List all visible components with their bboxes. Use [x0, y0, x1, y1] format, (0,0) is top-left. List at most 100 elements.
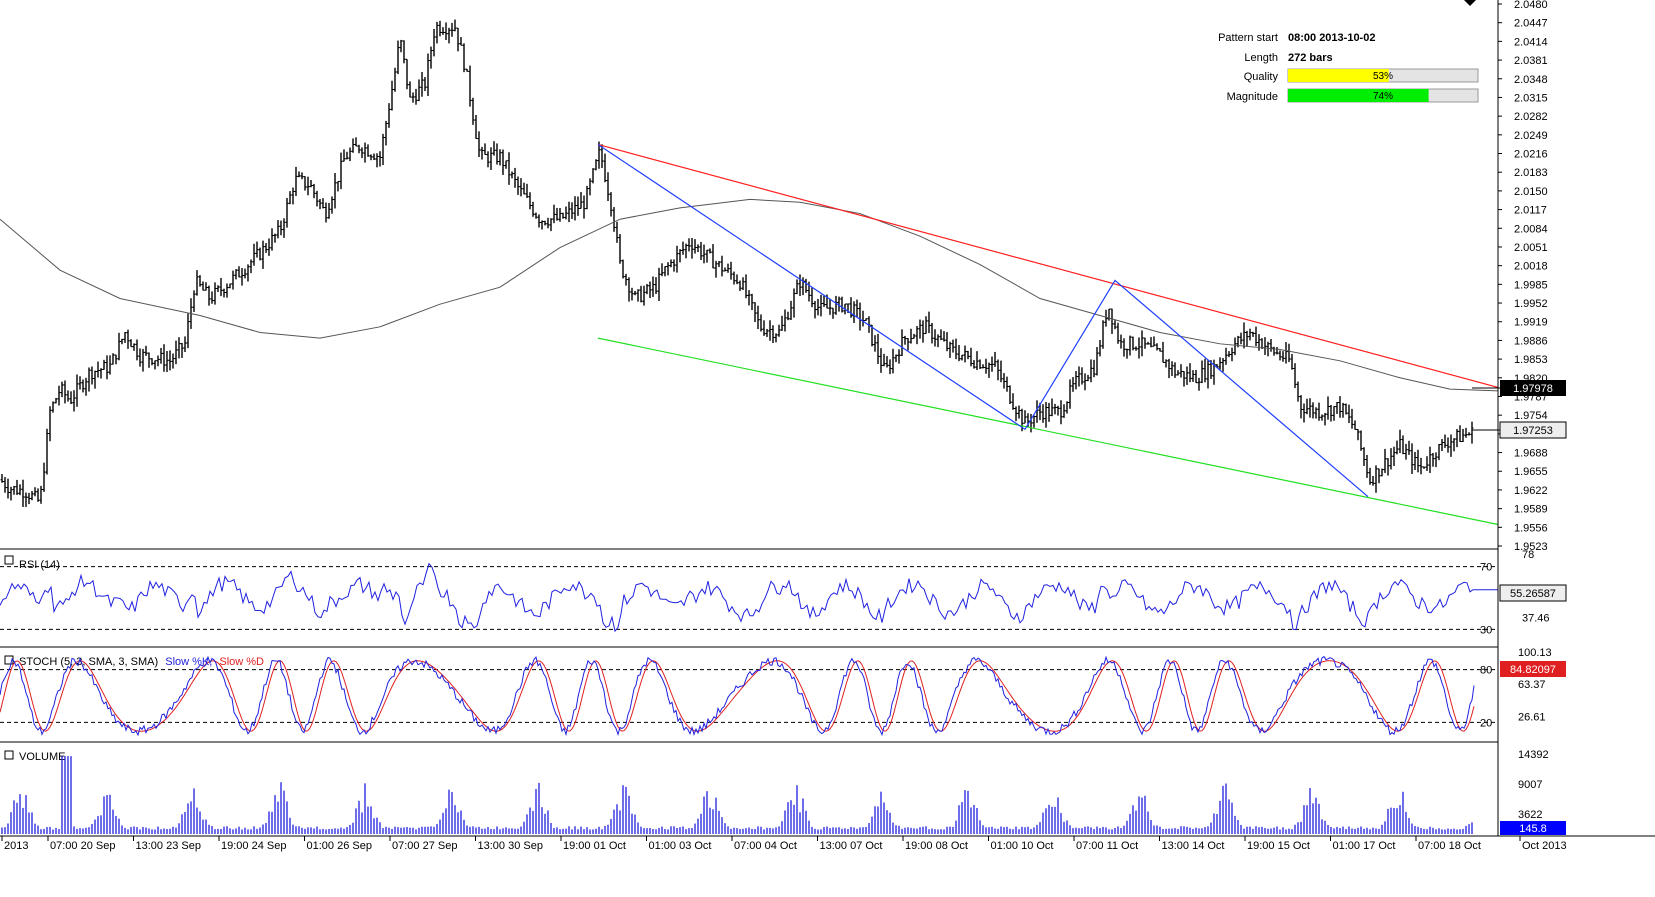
- stoch-d-legend: Slow %D: [219, 656, 264, 668]
- price-panel[interactable]: [0, 19, 1499, 526]
- price-bar: [1314, 407, 1318, 419]
- price-bar: [1038, 402, 1042, 421]
- price-bar: [1431, 452, 1435, 467]
- time-tick-label: 13:00 07 Oct: [820, 840, 883, 852]
- price-bar: [75, 374, 79, 407]
- price-bar: [294, 166, 298, 197]
- price-bar: [816, 298, 820, 316]
- price-bar: [591, 168, 595, 184]
- price-bar: [6, 478, 10, 499]
- price-bar: [1200, 360, 1204, 384]
- scroll-down-icon[interactable]: [1464, 0, 1476, 6]
- price-bar: [693, 239, 697, 254]
- price-bar: [783, 309, 787, 332]
- rsi-panel[interactable]: RSI (14): [0, 548, 1498, 633]
- price-bar: [132, 343, 136, 351]
- price-bar: [129, 339, 133, 348]
- price-bar: [951, 339, 955, 353]
- price-bar: [387, 103, 391, 128]
- price-bar: [675, 245, 679, 273]
- price-bar: [219, 277, 223, 297]
- price-bar: [336, 180, 340, 192]
- price-bar: [1368, 467, 1372, 485]
- volume-panel[interactable]: VOLUME: [0, 741, 1498, 834]
- price-bar: [837, 296, 841, 312]
- price-bar: [228, 283, 232, 289]
- volume-close-icon[interactable]: [4, 750, 14, 760]
- quality-label: Quality: [1244, 71, 1279, 83]
- price-bar: [264, 243, 268, 253]
- price-bar: [1269, 338, 1273, 352]
- volume-title: VOLUME: [19, 751, 65, 763]
- price-bar: [1419, 457, 1423, 475]
- price-bar: [303, 176, 307, 191]
- price-bar: [1077, 366, 1081, 387]
- price-bar: [543, 220, 547, 226]
- price-bar: [906, 337, 910, 351]
- rsi-value-badge: 55.26587: [1499, 584, 1567, 602]
- price-bar: [1224, 347, 1228, 365]
- price-bar: [705, 249, 709, 263]
- price-bar: [495, 143, 499, 165]
- price-bar: [255, 241, 259, 258]
- price-bar: [792, 288, 796, 318]
- time-tick-label: 19:00 15 Oct: [1247, 840, 1310, 852]
- price-bar: [51, 401, 55, 413]
- price-bar: [510, 171, 514, 179]
- price-bar: [567, 201, 571, 223]
- price-bar: [60, 381, 64, 398]
- price-tick-label: 1.9985: [1514, 279, 1548, 291]
- time-tick-label: 01:00 10 Oct: [991, 840, 1054, 852]
- price-tick-label: 2.0051: [1514, 242, 1548, 254]
- price-bar: [546, 217, 550, 229]
- price-bar: [966, 350, 970, 360]
- price-bar: [744, 274, 748, 299]
- price-bar: [1332, 406, 1336, 421]
- price-bar: [276, 220, 280, 239]
- price-tick-label: 2.0183: [1514, 167, 1548, 179]
- price-bar: [1305, 398, 1309, 415]
- price-tick-label: 2.0348: [1514, 74, 1548, 86]
- current-price-badge: 1.97253: [1472, 421, 1567, 439]
- price-bar: [87, 367, 91, 392]
- price-bar: [648, 281, 652, 299]
- price-bar: [24, 492, 28, 507]
- magnitude-value: 74%: [1373, 91, 1393, 102]
- price-bar: [201, 281, 205, 291]
- price-bar: [465, 68, 469, 72]
- price-bar: [699, 241, 703, 261]
- stoch-panel[interactable]: STOCH (5, 3, SMA, 3, SMA) Slow %K, Slow …: [0, 646, 1498, 737]
- price-bar: [453, 19, 457, 32]
- price-bar: [78, 376, 82, 390]
- price-bar: [942, 331, 946, 342]
- price-bar: [1179, 364, 1183, 378]
- price-bar: [21, 479, 25, 507]
- price-bar: [594, 159, 598, 171]
- price-bar: [258, 247, 262, 261]
- price-bar: [855, 299, 859, 318]
- price-bar: [1446, 437, 1450, 453]
- price-bar: [987, 362, 991, 378]
- price-bar: [1125, 348, 1129, 359]
- rsi-close-icon[interactable]: [4, 555, 14, 565]
- price-bar: [1140, 330, 1144, 357]
- price-bar: [588, 178, 592, 196]
- price-bar: [999, 360, 1003, 383]
- volume-axis-ticks: 14392 9007 3622: [1518, 749, 1549, 821]
- zigzag-pattern-line: [597, 143, 1369, 498]
- price-bar: [1362, 447, 1366, 466]
- price-bar: [483, 143, 487, 156]
- price-bar: [1050, 398, 1054, 417]
- price-bar: [297, 171, 301, 178]
- price-bar: [1428, 446, 1432, 473]
- price-bar: [1056, 405, 1060, 416]
- price-bar: [957, 344, 961, 362]
- price-bar: [1266, 341, 1270, 357]
- price-bar: [384, 120, 388, 146]
- price-bar: [1023, 410, 1027, 424]
- stoch-tick-label: 20: [1480, 717, 1492, 729]
- price-bar: [438, 20, 442, 37]
- stoch-value-box: [1500, 661, 1566, 677]
- price-bar: [651, 276, 655, 297]
